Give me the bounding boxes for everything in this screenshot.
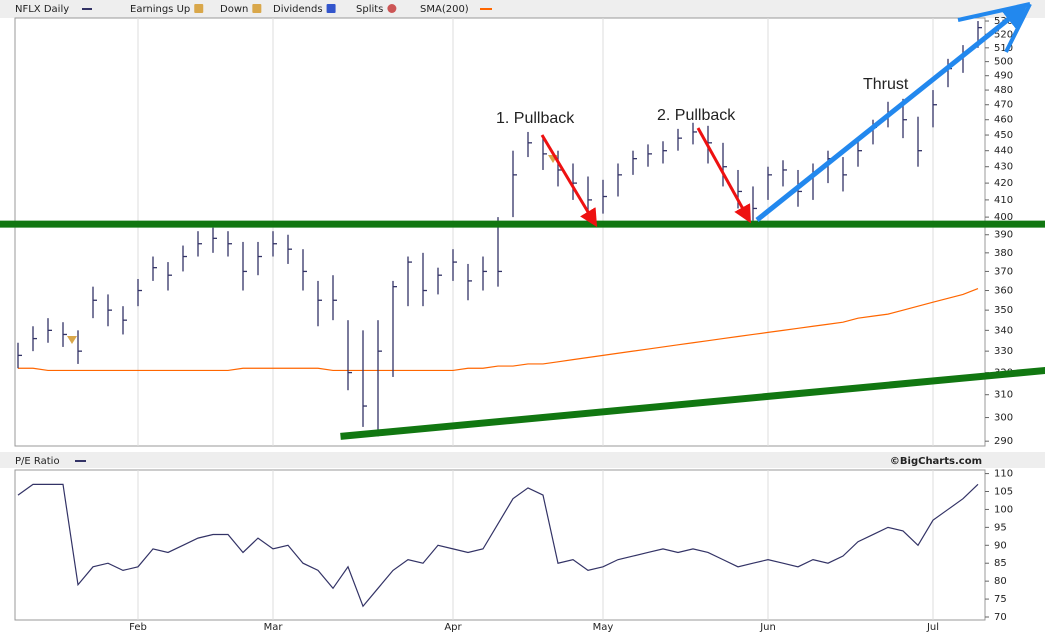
legend-label: SMA(200) bbox=[420, 4, 469, 15]
y-tick-label: 105 bbox=[994, 487, 1013, 498]
y-tick-label: 80 bbox=[994, 576, 1007, 587]
annotation: 2. Pullback bbox=[657, 107, 736, 124]
trend-line bbox=[340, 366, 1045, 440]
pe-panel bbox=[14, 469, 986, 621]
y-tick-label: 100 bbox=[994, 504, 1013, 515]
y-tick-label: 520 bbox=[994, 29, 1013, 40]
y-tick-label: 310 bbox=[994, 390, 1013, 401]
legend-icon bbox=[387, 4, 397, 13]
header-bar bbox=[0, 0, 1045, 18]
y-tick-label: 110 bbox=[994, 469, 1013, 480]
y-tick-label: 360 bbox=[994, 286, 1013, 297]
y-tick-label: 470 bbox=[994, 100, 1013, 111]
y-tick-label: 420 bbox=[994, 178, 1013, 189]
y-tick-label: 290 bbox=[994, 436, 1013, 447]
y-tick-label: 400 bbox=[994, 212, 1013, 223]
y-tick-label: 70 bbox=[994, 612, 1007, 623]
y-tick-label: 330 bbox=[994, 346, 1013, 357]
y-tick-label: 90 bbox=[994, 540, 1007, 551]
x-tick-label: Mar bbox=[264, 622, 284, 633]
annotation: Thrust bbox=[863, 76, 909, 93]
price-panel bbox=[14, 17, 986, 447]
y-tick-label: 370 bbox=[994, 266, 1013, 277]
y-tick-label: 75 bbox=[994, 594, 1007, 605]
y-tick-label: 390 bbox=[994, 230, 1013, 241]
y-tick-label: 350 bbox=[994, 305, 1013, 316]
x-tick-label: Jul bbox=[926, 622, 939, 633]
y-tick-label: 380 bbox=[994, 248, 1013, 259]
y-tick-label: 490 bbox=[994, 71, 1013, 82]
y-tick-label: 450 bbox=[994, 130, 1013, 141]
credit: ©BigCharts.com bbox=[890, 456, 982, 467]
y-tick-label: 85 bbox=[994, 558, 1007, 569]
y-tick-label: 300 bbox=[994, 413, 1013, 424]
x-tick-label: Jun bbox=[759, 622, 776, 633]
legend-icon bbox=[194, 4, 204, 13]
annotation: 1. Pullback bbox=[496, 110, 575, 127]
pe-line bbox=[17, 483, 979, 608]
y-tick-label: 480 bbox=[994, 85, 1013, 96]
legend-icon bbox=[252, 4, 262, 13]
legend-label: Earnings Up bbox=[130, 4, 190, 15]
y-tick-label: 410 bbox=[994, 195, 1013, 206]
legend-label: NFLX Daily bbox=[15, 4, 69, 15]
legend-label: P/E Ratio bbox=[15, 456, 60, 467]
sma-line bbox=[18, 288, 979, 372]
plot-layer: Earnings Up Down Dividends Splits Feb Mar Apr M… bbox=[0, 4, 1045, 633]
pe-header-bar bbox=[0, 452, 1045, 468]
y-tick-label: 460 bbox=[994, 115, 1013, 126]
x-tick-label: Apr bbox=[444, 622, 462, 633]
x-tick-label: Feb bbox=[129, 622, 147, 633]
y-tick-label: 440 bbox=[994, 146, 1013, 157]
thrust-arrow bbox=[755, 3, 1028, 222]
pullback-arrow bbox=[540, 134, 598, 228]
earnings-icon bbox=[67, 336, 77, 344]
pullback-arrow bbox=[696, 127, 751, 224]
thrust-arrow bbox=[957, 2, 1031, 22]
legend-icon bbox=[326, 4, 336, 13]
y-tick-label: 500 bbox=[994, 57, 1013, 68]
legend-label: Splits bbox=[356, 4, 383, 15]
y-tick-label: 510 bbox=[994, 43, 1013, 54]
legend-label: Down bbox=[220, 4, 248, 15]
legend-label: Dividends bbox=[273, 4, 323, 15]
x-tick-label: May bbox=[593, 622, 614, 633]
y-tick-label: 340 bbox=[994, 325, 1013, 336]
y-tick-label: 95 bbox=[994, 522, 1007, 533]
y-tick-label: 430 bbox=[994, 162, 1013, 173]
thrust-arrow bbox=[1004, 3, 1032, 53]
